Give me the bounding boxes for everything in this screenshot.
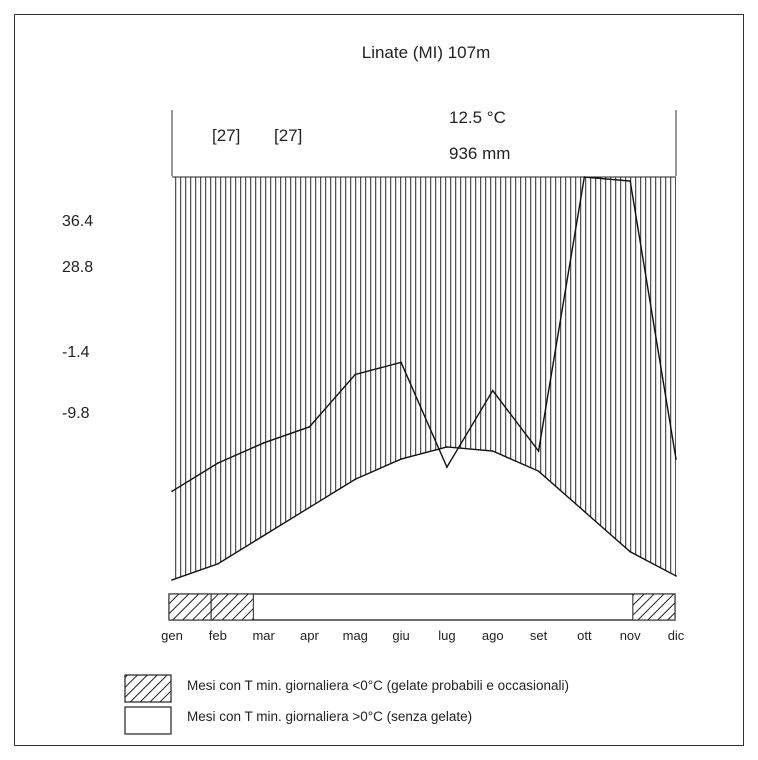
series-1-point xyxy=(446,466,448,468)
series-1-point xyxy=(308,426,311,428)
series-2-point xyxy=(537,470,540,472)
month-label: dic xyxy=(668,628,685,643)
series-2-point xyxy=(217,563,219,565)
month-label: mag xyxy=(343,628,368,643)
series-2-point xyxy=(354,478,357,481)
left-label-4: -9.8 xyxy=(62,405,90,422)
series-1-point xyxy=(354,373,357,376)
series-1-point xyxy=(171,490,173,493)
month-label: ago xyxy=(482,628,504,643)
series-2-point xyxy=(583,510,586,513)
left-label-2: 28.8 xyxy=(62,259,93,276)
legend-empty-swatch xyxy=(124,706,172,735)
years-temperature-label: [27] xyxy=(212,126,240,145)
series-1-point xyxy=(491,389,494,392)
years-precipitation-label: [27] xyxy=(274,126,302,145)
chart-title: Linate (MI) 107m xyxy=(362,43,491,62)
left-label-3: -1.4 xyxy=(62,344,90,361)
month-label: ott xyxy=(577,628,592,643)
series-1-line xyxy=(171,176,677,492)
series-2-line xyxy=(171,446,677,581)
frost-month-cell xyxy=(168,593,212,621)
series-1-point xyxy=(400,361,402,364)
series-2-point xyxy=(171,579,173,581)
series-1-point xyxy=(675,458,677,460)
series-1-point xyxy=(217,462,219,464)
frost-month-cell xyxy=(210,593,254,621)
month-label: feb xyxy=(209,628,227,643)
series-2-point xyxy=(675,575,677,577)
legend-no-frost-label: Mesi con T min. giornaliera >0°C (senza … xyxy=(187,709,472,724)
month-label: giu xyxy=(392,628,409,643)
annual-precipitation: 936 mm xyxy=(449,144,510,163)
legend-hatched-swatch xyxy=(124,674,172,703)
hatched-band xyxy=(172,177,676,580)
series-1-point xyxy=(583,176,586,178)
chart-frame xyxy=(14,14,744,746)
month-labels: gen feb mar apr mag giu lug ago set ott nov dic xyxy=(161,628,685,643)
frost-strip xyxy=(168,593,676,621)
series-2-point xyxy=(262,534,265,537)
series-2-point xyxy=(400,458,402,460)
month-label: lug xyxy=(438,628,455,643)
series-1-point xyxy=(537,450,540,452)
series-2-point xyxy=(491,450,494,452)
month-label: nov xyxy=(620,628,641,643)
month-label: mar xyxy=(252,628,275,643)
series-1-point xyxy=(629,180,631,182)
series-2-point xyxy=(308,506,311,509)
month-label: set xyxy=(530,628,548,643)
plot-area xyxy=(171,176,677,581)
series-1-point xyxy=(262,442,265,444)
left-label-1: 36.4 xyxy=(62,213,93,230)
legend-frost-label: Mesi con T min. giornaliera <0°C (gelate… xyxy=(187,678,569,693)
frost-month-cell xyxy=(632,593,676,621)
annual-temperature: 12.5 °C xyxy=(449,108,506,127)
month-label: apr xyxy=(300,628,319,643)
month-label: gen xyxy=(161,628,183,643)
series-2-point xyxy=(629,550,631,553)
series-2-point xyxy=(446,446,448,448)
